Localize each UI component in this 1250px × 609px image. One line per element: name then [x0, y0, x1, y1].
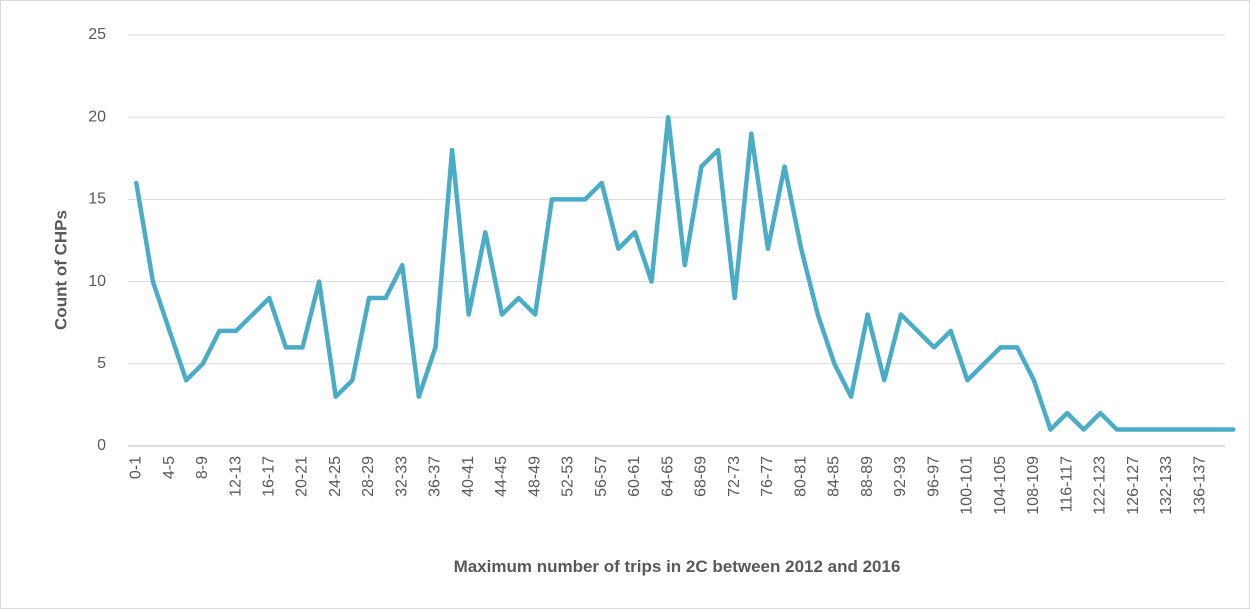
x-tick-label: 88-89: [859, 456, 876, 497]
x-tick-label: 40-41: [460, 456, 477, 497]
y-tick-label: 0: [97, 437, 106, 454]
x-tick-label: 12-13: [227, 456, 244, 497]
x-tick-label: 44-45: [493, 456, 510, 497]
y-tick-label: 20: [88, 108, 106, 125]
x-tick-label: 20-21: [294, 456, 311, 497]
x-tick-label: 72-73: [726, 456, 743, 497]
x-tick-label: 8-9: [194, 456, 211, 479]
x-tick-label: 84-85: [826, 456, 843, 497]
y-axis-title: Count of CHPs: [51, 210, 70, 330]
x-tick-label: 24-25: [327, 456, 344, 497]
data-line: [134, 114, 1236, 432]
x-tick-label: 0-1: [128, 456, 145, 479]
x-tick-label: 28-29: [360, 456, 377, 497]
x-tick-label: 16-17: [260, 456, 277, 497]
y-tick-label: 15: [88, 191, 106, 208]
x-tick-label: 60-61: [626, 456, 643, 497]
x-axis-title: Maximum number of trips in 2C between 20…: [454, 557, 901, 576]
x-tick-label: 56-57: [593, 456, 610, 497]
x-tick-label: 96-97: [925, 456, 942, 497]
x-tick-label: 100-101: [959, 456, 976, 515]
x-tick-label: 92-93: [892, 456, 909, 497]
x-tick-label: 116-117: [1058, 456, 1075, 512]
x-tick-label: 126-127: [1125, 456, 1142, 515]
y-tick-label: 25: [88, 26, 106, 43]
x-tick-label: 36-37: [427, 456, 444, 497]
x-tick-label: 32-33: [393, 456, 410, 497]
x-tick-label: 132-133: [1158, 456, 1175, 515]
x-tick-label: 80-81: [792, 456, 809, 497]
x-tick-label: 108-109: [1025, 456, 1042, 515]
x-tick-label: 4-5: [161, 456, 178, 479]
x-tick-label: 52-53: [560, 456, 577, 497]
x-tick-label: 136-137: [1191, 456, 1208, 515]
x-tick-label: 104-105: [992, 456, 1009, 515]
x-tick-label: 64-65: [659, 456, 676, 497]
x-tick-label: 76-77: [759, 456, 776, 497]
x-tick-label: 122-123: [1092, 456, 1109, 515]
y-tick-label: 5: [97, 355, 106, 372]
y-tick-label: 10: [88, 273, 106, 290]
x-tick-label: 68-69: [693, 456, 710, 497]
x-tick-label: 48-49: [526, 456, 543, 497]
